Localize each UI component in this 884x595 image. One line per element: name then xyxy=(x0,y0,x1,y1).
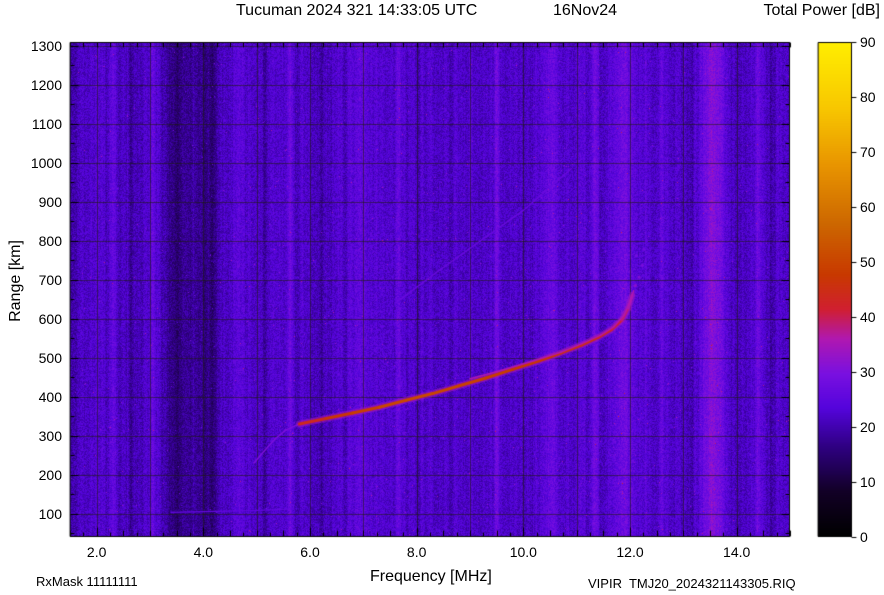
colorbar-title: Total Power [dB] xyxy=(763,2,881,19)
y-axis-label: Range [km] xyxy=(7,240,24,322)
data-file-label: VIPIR TMJ20_2024321143305.RIQ xyxy=(588,576,796,591)
rxmask-label: RxMask 11111111 xyxy=(36,574,138,589)
x-axis-label: Frequency [MHz] xyxy=(370,568,492,585)
plot-title: Tucuman 2024 321 14:33:05 UTC xyxy=(236,2,478,19)
plot-date: 16Nov24 xyxy=(553,2,618,19)
